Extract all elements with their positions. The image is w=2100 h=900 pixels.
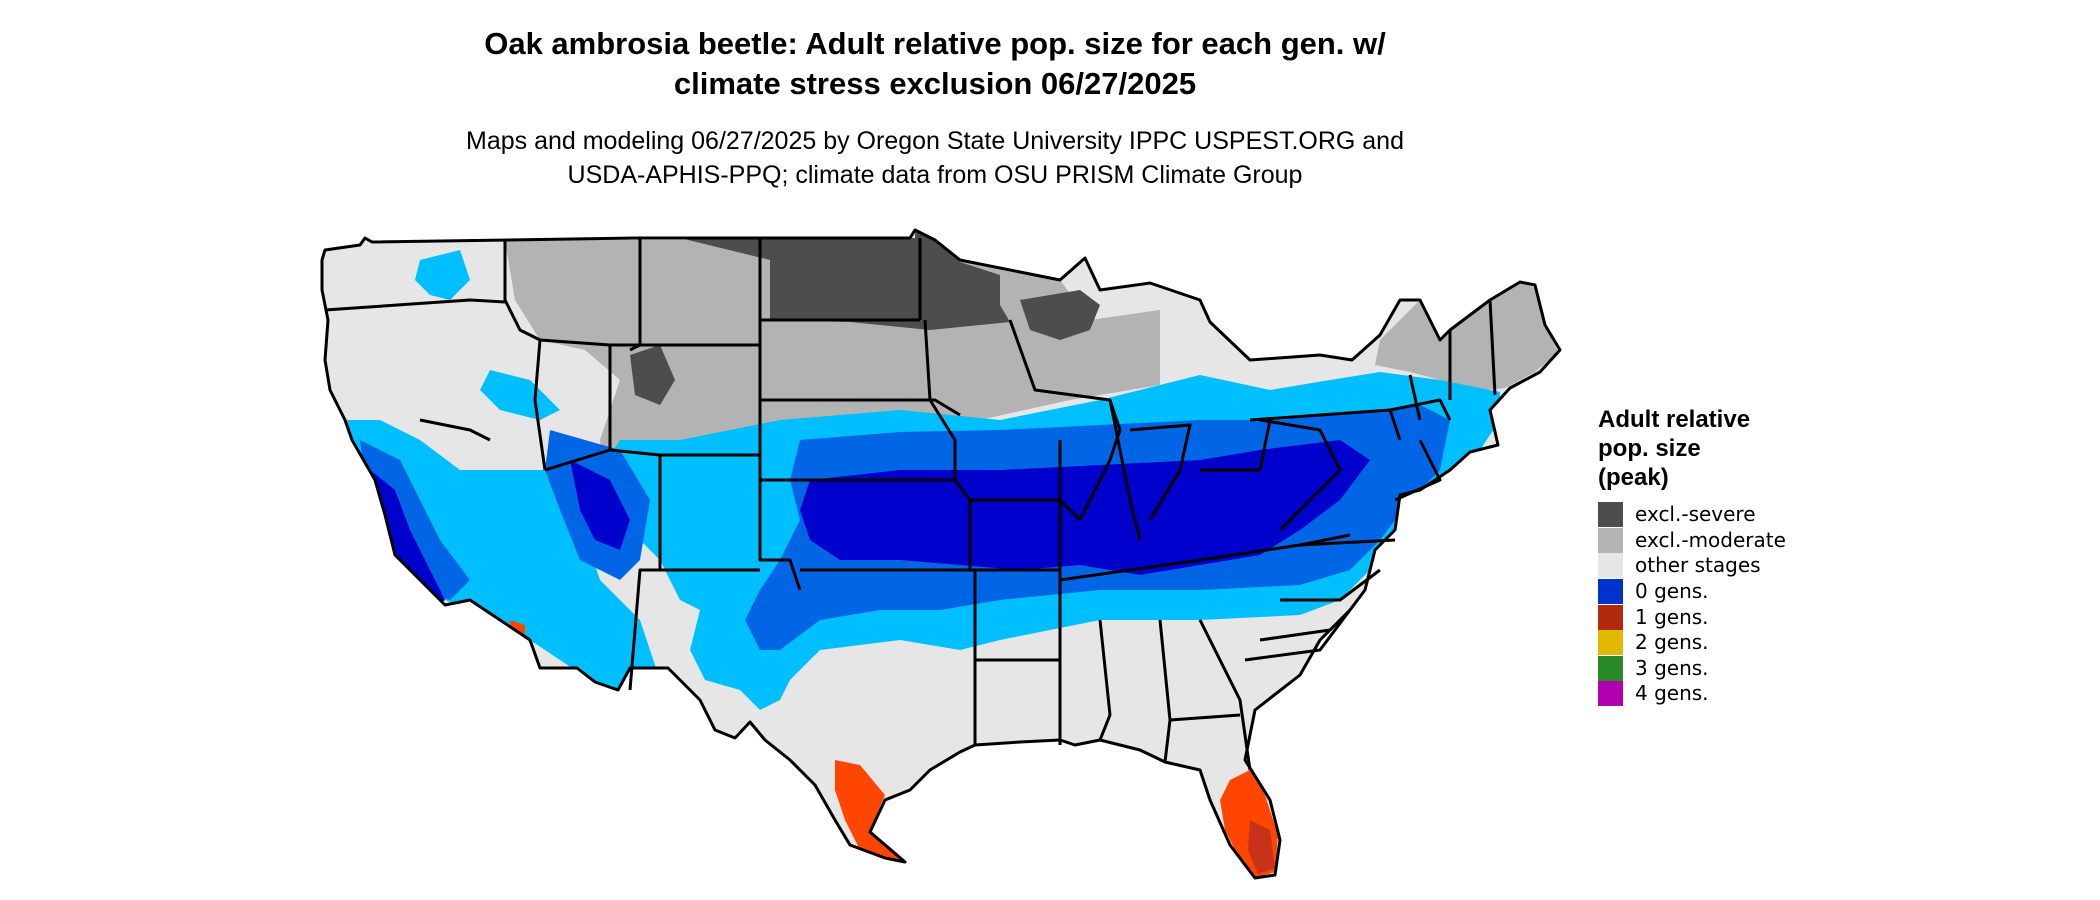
- legend-label: other stages: [1635, 553, 1761, 578]
- region-deep-blue-west: [370, 470, 445, 610]
- map-title-line-2: climate stress exclusion 06/27/2025: [673, 66, 1197, 101]
- region-excl-severe: [680, 230, 1010, 330]
- map-subtitle-line-1: Maps and modeling 06/27/2025 by Oregon S…: [466, 127, 1404, 155]
- legend-item-excl-severe: excl.-severe: [1598, 502, 1848, 528]
- legend-swatch: [1598, 579, 1623, 605]
- legend-item-3-gens: 3 gens.: [1598, 655, 1848, 682]
- region-light-blue-idaho: [480, 370, 560, 420]
- legend-swatch: [1598, 553, 1623, 579]
- map-title: Oak ambrosia beetle: Adult relative pop.…: [330, 24, 1540, 104]
- region-excl-moderate-northeast: [1375, 282, 1558, 392]
- map-fill-regions: [345, 230, 1558, 878]
- map-subtitle-line-2: USDA-APHIS-PPQ; climate data from OSU PR…: [567, 161, 1303, 189]
- legend-label: excl.-moderate: [1635, 527, 1786, 552]
- legend-label: 2 gens.: [1635, 630, 1709, 655]
- map-subtitle: Maps and modeling 06/27/2025 by Oregon S…: [330, 124, 1540, 192]
- legend-title-line-1: Adult relative: [1598, 406, 1751, 433]
- region-light-blue-northwest: [415, 250, 470, 300]
- region-excl-severe-mi: [1020, 290, 1100, 340]
- region-mid-blue-west: [360, 440, 470, 600]
- legend-label: 1 gens.: [1635, 604, 1709, 629]
- region-florida-dark: [1248, 820, 1275, 874]
- legend-swatch: [1598, 681, 1623, 707]
- legend-item-2-gens: 2 gens.: [1598, 630, 1848, 656]
- region-light-blue-west: [345, 420, 660, 700]
- legend-title-line-3: (peak): [1598, 464, 1669, 491]
- legend-title-line-2: pop. size: [1598, 435, 1701, 462]
- state-borders: [320, 228, 1562, 880]
- region-deep-blue-nevada: [570, 460, 630, 550]
- map-legend: Adult relative pop. size (peak) excl.-se…: [1598, 405, 1848, 707]
- legend-swatch: [1598, 655, 1623, 681]
- us-map: [320, 228, 1562, 880]
- legend-item-1-gens: 1 gens.: [1598, 604, 1848, 630]
- map-title-line-1: Oak ambrosia beetle: Adult relative pop.…: [484, 26, 1386, 61]
- legend-item-0-gens: 0 gens.: [1598, 579, 1848, 605]
- legend-label: 0 gens.: [1635, 579, 1709, 604]
- legend-title: Adult relative pop. size (peak): [1598, 405, 1848, 492]
- legend-item-excl-moderate: excl.-moderate: [1598, 527, 1848, 554]
- legend-label: 3 gens.: [1635, 655, 1709, 680]
- legend-swatch: [1598, 604, 1623, 630]
- legend-item-other-stages: other stages: [1598, 553, 1848, 579]
- legend-swatch: [1598, 527, 1623, 553]
- legend-label: excl.-severe: [1635, 502, 1756, 527]
- legend-swatch: [1598, 502, 1623, 528]
- legend-item-4-gens: 4 gens.: [1598, 681, 1848, 707]
- legend-label: 4 gens.: [1635, 681, 1709, 706]
- region-texas-gulf: [835, 760, 900, 862]
- legend-swatch: [1598, 630, 1623, 656]
- region-excl-severe-wy: [630, 345, 675, 405]
